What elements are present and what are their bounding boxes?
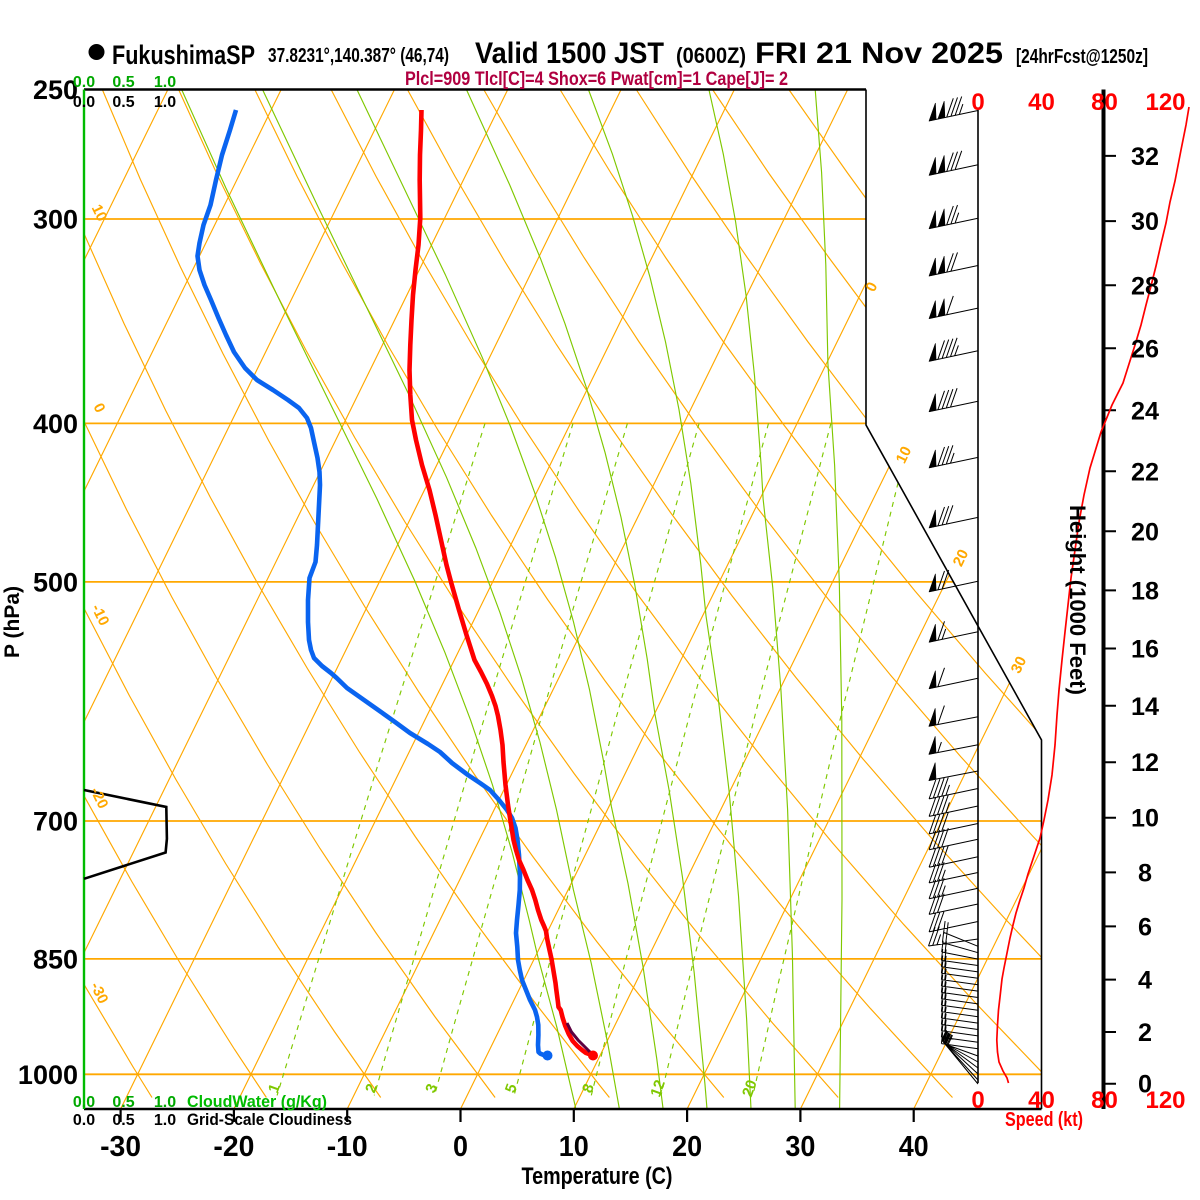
svg-text:Plcl=909 Tlcl[C]=4 Shox=6 Pwat: Plcl=909 Tlcl[C]=4 Shox=6 Pwat[cm]=1 Cap… [405,69,788,90]
svg-text:300: 300 [33,205,78,235]
svg-text:500: 500 [33,567,78,597]
svg-text:-20: -20 [213,1131,254,1163]
svg-text:[24hrFcst@1250z]: [24hrFcst@1250z] [1016,46,1148,68]
svg-text:0: 0 [971,1087,984,1114]
svg-text:10: 10 [559,1131,589,1163]
svg-text:6: 6 [1138,913,1152,941]
svg-text:0: 0 [1138,1071,1152,1099]
svg-text:14: 14 [1131,693,1159,721]
svg-text:80: 80 [1091,1087,1118,1114]
svg-text:30: 30 [1008,654,1031,676]
svg-text:40: 40 [899,1131,929,1163]
svg-text:20: 20 [739,1078,761,1099]
svg-text:Temperature (C): Temperature (C) [522,1163,673,1190]
svg-text:0.0: 0.0 [73,1094,95,1111]
svg-text:0.0: 0.0 [73,94,95,111]
svg-text:0.5: 0.5 [112,74,134,91]
svg-text:12: 12 [1131,749,1159,777]
svg-text:32: 32 [1131,143,1159,171]
svg-text:120: 120 [1145,89,1185,116]
svg-text:Height (1000 Feet): Height (1000 Feet) [1065,505,1090,695]
svg-text:1.0: 1.0 [154,94,176,111]
svg-text:FRI 21 Nov 2025: FRI 21 Nov 2025 [755,37,1003,70]
svg-text:0: 0 [971,89,984,116]
svg-text:Grid-Scale Cloudiness: Grid-Scale Cloudiness [187,1110,352,1129]
svg-text:22: 22 [1131,458,1159,486]
svg-text:700: 700 [33,806,78,836]
svg-text:0.5: 0.5 [112,1112,134,1129]
svg-text:0.0: 0.0 [73,1112,95,1129]
svg-text:18: 18 [1131,577,1159,605]
svg-text:40: 40 [1028,89,1055,116]
svg-text:10: 10 [893,444,916,466]
svg-text:1000: 1000 [18,1060,78,1090]
svg-text:0.5: 0.5 [112,1094,134,1111]
svg-text:(0600Z): (0600Z) [676,43,746,68]
svg-text:Valid 1500 JST: Valid 1500 JST [475,37,664,70]
svg-text:P (hPa): P (hPa) [1,586,24,658]
svg-text:FukushimaSP: FukushimaSP [112,40,255,70]
svg-text:30: 30 [785,1131,815,1163]
svg-text:2: 2 [1138,1019,1152,1047]
svg-text:12: 12 [647,1078,669,1099]
svg-text:-30: -30 [100,1131,141,1163]
svg-text:26: 26 [1131,335,1159,363]
svg-text:0.0: 0.0 [73,74,95,91]
svg-text:400: 400 [33,409,78,439]
svg-text:0: 0 [453,1131,468,1163]
svg-text:40: 40 [1028,1087,1055,1114]
svg-text:20: 20 [950,547,973,569]
svg-text:24: 24 [1131,397,1159,425]
svg-text:20: 20 [672,1131,702,1163]
svg-text:20: 20 [1131,518,1159,546]
svg-text:CloudWater (g/Kg): CloudWater (g/Kg) [187,1092,327,1111]
svg-text:10: 10 [88,202,111,224]
svg-text:80: 80 [1091,89,1118,116]
svg-text:8: 8 [1138,859,1152,887]
svg-text:1.0: 1.0 [154,1094,176,1111]
svg-text:-10: -10 [327,1131,368,1163]
svg-text:Speed (kt): Speed (kt) [1005,1109,1083,1131]
svg-text:120: 120 [1145,1087,1185,1114]
svg-text:1.0: 1.0 [154,74,176,91]
svg-text:1.0: 1.0 [154,1112,176,1129]
svg-text:850: 850 [33,944,78,974]
svg-text:0.5: 0.5 [112,94,134,111]
svg-text:37.8231°,140.387° (46,74): 37.8231°,140.387° (46,74) [268,45,449,67]
svg-text:250: 250 [33,75,78,105]
svg-text:30: 30 [1131,208,1159,236]
svg-text:4: 4 [1138,967,1152,995]
svg-text:16: 16 [1131,636,1159,664]
svg-text:28: 28 [1131,272,1159,300]
svg-text:10: 10 [1131,805,1159,833]
